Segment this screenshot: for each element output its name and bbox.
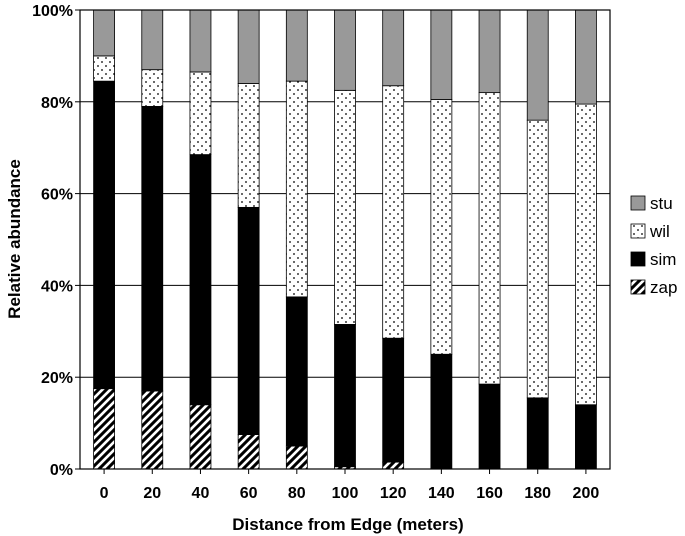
bar-stack-140 xyxy=(430,9,453,470)
bar-segment-wil xyxy=(189,71,212,155)
bar-segment-stu xyxy=(237,9,260,84)
bar-stack-160 xyxy=(478,9,501,470)
x-tick-label: 20 xyxy=(143,485,161,502)
bar-stack-80 xyxy=(285,9,308,470)
x-tick-label: 200 xyxy=(573,485,600,502)
bar-segment-wil xyxy=(285,80,308,298)
bar-segment-wil xyxy=(526,119,549,399)
y-axis-title: Relative abundance xyxy=(5,159,24,319)
bar-segment-zap xyxy=(382,461,405,470)
legend-label: zap xyxy=(650,278,677,297)
x-axis-title: Distance from Edge (meters) xyxy=(232,515,463,534)
bar-segment-zap xyxy=(237,434,260,470)
bar-segment-stu xyxy=(334,9,356,91)
bar-segment-wil xyxy=(334,89,356,325)
x-tick-label: 160 xyxy=(476,485,503,502)
bar-segment-zap xyxy=(285,445,308,470)
bar-segment-sim xyxy=(141,105,164,392)
x-tick-label: 100 xyxy=(332,485,359,502)
legend-item-sim: sim xyxy=(630,250,676,269)
bar-segment-sim xyxy=(285,296,308,447)
y-tick-label: 40% xyxy=(41,278,73,295)
bar-stack-20 xyxy=(141,9,164,470)
bar-segment-sim xyxy=(526,397,549,470)
bar-segment-wil xyxy=(478,92,501,385)
bar-segment-sim xyxy=(430,353,453,470)
x-tick-label: 80 xyxy=(288,485,306,502)
tick-labels: 0% 20% 40% 60% 80% 100% 0 20 40 60 80 100 120 140 160 1… xyxy=(32,3,599,502)
legend-label: sim xyxy=(650,250,676,269)
legend-swatch xyxy=(630,195,646,211)
legend-label: stu xyxy=(650,194,673,213)
y-tick-label: 0% xyxy=(50,462,73,479)
legend-swatch xyxy=(630,251,646,267)
bar-segment-zap xyxy=(189,404,212,470)
legend: stu wil sim zap xyxy=(630,194,677,297)
bar-segment-wil xyxy=(141,69,164,107)
legend-label: wil xyxy=(649,222,670,241)
bar-segment-stu xyxy=(575,9,597,105)
bar-stack-180 xyxy=(526,9,549,470)
x-tick-label: 180 xyxy=(524,485,551,502)
bar-segment-sim xyxy=(478,383,501,470)
x-tick-label: 120 xyxy=(380,485,407,502)
bar-stack-100 xyxy=(334,9,356,470)
bars xyxy=(93,9,597,470)
bar-segment-sim xyxy=(575,404,597,470)
bar-stack-0 xyxy=(93,9,115,470)
bar-segment-wil xyxy=(237,83,260,208)
bar-segment-sim xyxy=(382,337,405,463)
bar-segment-wil xyxy=(575,103,597,406)
bar-segment-stu xyxy=(526,9,549,121)
bar-segment-sim xyxy=(93,80,115,390)
legend-item-stu: stu xyxy=(630,194,673,213)
bar-segment-zap xyxy=(93,388,115,470)
legend-swatch xyxy=(630,279,646,295)
bar-stack-40 xyxy=(189,9,212,470)
y-tick-label: 60% xyxy=(41,187,73,204)
x-tick-label: 0 xyxy=(100,485,109,502)
bar-segment-stu xyxy=(478,9,501,94)
x-tick-label: 40 xyxy=(192,485,210,502)
x-tick-label: 60 xyxy=(240,485,258,502)
y-tick-label: 20% xyxy=(41,370,73,387)
bar-segment-stu xyxy=(141,9,164,71)
y-tick-label: 100% xyxy=(32,3,73,20)
bar-segment-stu xyxy=(382,9,405,87)
bar-segment-wil xyxy=(93,55,115,82)
x-tick-label: 140 xyxy=(428,485,455,502)
bar-stack-200 xyxy=(575,9,597,470)
bar-stack-120 xyxy=(382,9,405,470)
bar-segment-stu xyxy=(430,9,453,100)
bar-segment-wil xyxy=(382,85,405,339)
legend-item-wil: wil xyxy=(630,222,670,241)
bar-segment-stu xyxy=(93,9,115,57)
y-tick-label: 80% xyxy=(41,95,73,112)
legend-item-zap: zap xyxy=(630,278,677,297)
bar-segment-zap xyxy=(141,390,164,470)
bar-segment-stu xyxy=(189,9,212,73)
bar-segment-stu xyxy=(285,9,308,82)
bar-stack-60 xyxy=(237,9,260,470)
legend-swatch xyxy=(630,223,646,239)
bar-segment-wil xyxy=(430,99,453,355)
bar-segment-sim xyxy=(189,154,212,406)
bar-segment-sim xyxy=(334,324,356,468)
bar-segment-sim xyxy=(237,206,260,435)
